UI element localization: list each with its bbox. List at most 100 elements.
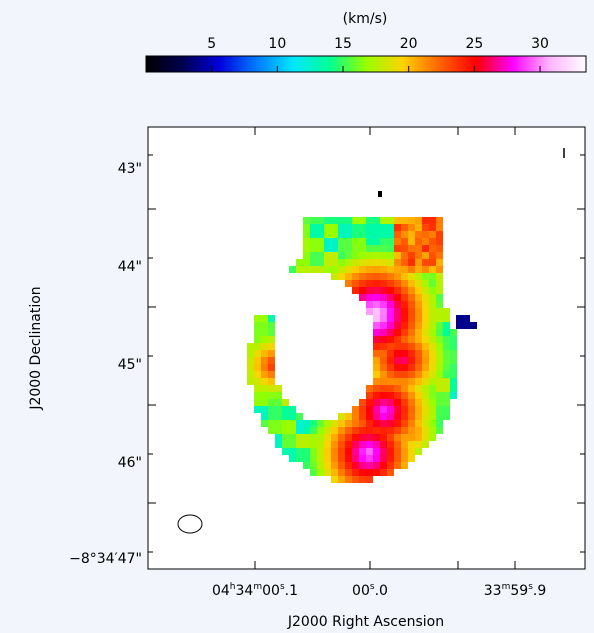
velocity-pixel bbox=[415, 357, 422, 364]
velocity-pixel bbox=[429, 273, 436, 280]
velocity-pixel bbox=[408, 217, 415, 224]
velocity-pixel bbox=[310, 455, 317, 462]
velocity-pixel bbox=[296, 427, 303, 434]
colorbar-tick-label: 30 bbox=[531, 36, 549, 52]
velocity-pixel bbox=[401, 329, 408, 336]
velocity-pixel bbox=[443, 357, 450, 364]
velocity-pixel bbox=[303, 441, 310, 448]
velocity-pixel bbox=[387, 350, 394, 357]
velocity-pixel bbox=[401, 217, 408, 224]
velocity-pixel bbox=[456, 322, 463, 329]
velocity-pixel bbox=[352, 476, 359, 483]
velocity-pixel bbox=[338, 252, 345, 259]
velocity-pixel bbox=[436, 217, 443, 224]
velocity-pixel bbox=[261, 406, 268, 413]
velocity-pixel bbox=[387, 315, 394, 322]
velocity-pixel bbox=[429, 399, 436, 406]
velocity-pixel bbox=[408, 434, 415, 441]
velocity-pixel bbox=[394, 427, 401, 434]
velocity-pixel bbox=[261, 392, 268, 399]
velocity-pixel bbox=[429, 224, 436, 231]
velocity-pixel bbox=[380, 308, 387, 315]
velocity-pixel bbox=[401, 378, 408, 385]
velocity-pixel bbox=[331, 252, 338, 259]
velocity-pixel bbox=[373, 364, 380, 371]
velocity-pixel bbox=[380, 455, 387, 462]
velocity-pixel bbox=[254, 378, 261, 385]
velocity-pixel bbox=[415, 224, 422, 231]
velocity-pixel bbox=[443, 378, 450, 385]
velocity-pixel bbox=[324, 455, 331, 462]
velocity-pixel bbox=[352, 252, 359, 259]
velocity-pixel bbox=[338, 273, 345, 280]
velocity-pixel bbox=[436, 245, 443, 252]
velocity-pixel bbox=[310, 259, 317, 266]
velocity-pixel bbox=[331, 231, 338, 238]
velocity-pixel bbox=[303, 245, 310, 252]
velocity-pixel bbox=[443, 364, 450, 371]
velocity-pixel bbox=[408, 245, 415, 252]
velocity-pixel bbox=[408, 329, 415, 336]
velocity-pixel bbox=[436, 252, 443, 259]
velocity-pixel bbox=[338, 224, 345, 231]
velocity-pixel bbox=[436, 301, 443, 308]
colorbar-tick-label: 5 bbox=[207, 36, 216, 52]
velocity-pixel bbox=[373, 287, 380, 294]
velocity-pixel bbox=[254, 322, 261, 329]
velocity-pixel bbox=[373, 301, 380, 308]
velocity-pixel bbox=[415, 406, 422, 413]
velocity-pixel bbox=[394, 322, 401, 329]
velocity-pixel bbox=[387, 259, 394, 266]
velocity-pixel bbox=[324, 259, 331, 266]
velocity-pixel bbox=[380, 224, 387, 231]
velocity-pixel bbox=[436, 259, 443, 266]
velocity-pixel bbox=[310, 217, 317, 224]
velocity-pixel bbox=[373, 266, 380, 273]
velocity-pixel bbox=[429, 420, 436, 427]
velocity-pixel bbox=[387, 455, 394, 462]
velocity-pixel bbox=[387, 280, 394, 287]
velocity-pixel bbox=[345, 420, 352, 427]
velocity-pixel bbox=[296, 420, 303, 427]
velocity-pixel bbox=[268, 378, 275, 385]
velocity-pixel bbox=[275, 427, 282, 434]
velocity-pixel bbox=[387, 399, 394, 406]
velocity-pixel bbox=[331, 245, 338, 252]
velocity-pixel bbox=[401, 413, 408, 420]
velocity-pixel bbox=[422, 378, 429, 385]
velocity-pixel bbox=[324, 469, 331, 476]
velocity-pixel bbox=[436, 378, 443, 385]
velocity-pixel bbox=[394, 385, 401, 392]
map-panel bbox=[147, 126, 586, 570]
velocity-pixel bbox=[380, 385, 387, 392]
velocity-pixel bbox=[436, 399, 443, 406]
velocity-pixel bbox=[359, 245, 366, 252]
velocity-pixel bbox=[268, 336, 275, 343]
velocity-pixel bbox=[415, 329, 422, 336]
velocity-pixel bbox=[331, 441, 338, 448]
velocity-pixel bbox=[422, 259, 429, 266]
velocity-pixel bbox=[387, 329, 394, 336]
velocity-pixel bbox=[415, 273, 422, 280]
velocity-pixel bbox=[261, 357, 268, 364]
velocity-pixel bbox=[366, 238, 373, 245]
velocity-pixel bbox=[394, 224, 401, 231]
velocity-pixel bbox=[443, 322, 450, 329]
velocity-pixel bbox=[394, 336, 401, 343]
velocity-pixel bbox=[254, 336, 261, 343]
velocity-pixel bbox=[345, 217, 352, 224]
velocity-pixel bbox=[436, 343, 443, 350]
velocity-pixel bbox=[331, 238, 338, 245]
velocity-pixel bbox=[268, 420, 275, 427]
velocity-pixel bbox=[317, 217, 324, 224]
velocity-pixel bbox=[422, 357, 429, 364]
velocity-pixel bbox=[345, 238, 352, 245]
velocity-pixel bbox=[380, 420, 387, 427]
velocity-pixel bbox=[422, 427, 429, 434]
velocity-pixel bbox=[373, 371, 380, 378]
velocity-pixel bbox=[450, 378, 457, 385]
velocity-pixel bbox=[366, 287, 373, 294]
velocity-pixel bbox=[303, 455, 310, 462]
colorbar: (km/s) 5 10 15 20 25 30 bbox=[145, 11, 587, 73]
velocity-pixel bbox=[408, 322, 415, 329]
